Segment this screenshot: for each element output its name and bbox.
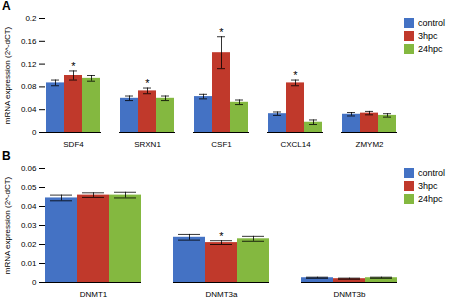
- html-text:control: control: [418, 18, 445, 28]
- svg-text:0.05: 0.05: [21, 183, 37, 192]
- html-text:3hpc: 3hpc: [418, 31, 438, 41]
- svg-text:0.16: 0.16: [21, 37, 37, 46]
- svg-text:0: 0: [32, 278, 37, 287]
- svg-text:DNMT3a: DNMT3a: [205, 290, 238, 299]
- svg-text:mRNA expression (2^-dCT): mRNA expression (2^-dCT): [3, 176, 12, 274]
- html-text:24hpc: 24hpc: [418, 194, 443, 204]
- svg-text:0.08: 0.08: [21, 82, 37, 91]
- svg-text:mRNA expression (2^-dCT): mRNA expression (2^-dCT): [3, 26, 12, 124]
- html-text:3hpc: 3hpc: [418, 181, 438, 191]
- svg-text:*: *: [219, 230, 224, 242]
- html-text:24hpc: 24hpc: [418, 44, 443, 54]
- svg-text:*: *: [293, 69, 298, 81]
- svg-text:SRXN1: SRXN1: [134, 140, 161, 149]
- svg-text:0.2: 0.2: [25, 14, 37, 23]
- svg-text:*: *: [145, 77, 150, 89]
- svg-text:0.01: 0.01: [21, 259, 37, 268]
- html-text:B: B: [2, 149, 11, 163]
- svg-text:DNMT3b: DNMT3b: [333, 290, 366, 299]
- svg-text:0.06: 0.06: [21, 164, 37, 173]
- svg-text:0.04: 0.04: [21, 105, 37, 114]
- svg-text:*: *: [219, 26, 224, 38]
- svg-text:DNMT1: DNMT1: [80, 290, 108, 299]
- svg-text:*: *: [71, 60, 76, 72]
- svg-text:0: 0: [32, 128, 37, 137]
- svg-text:0.12: 0.12: [21, 60, 37, 69]
- svg-text:0.02: 0.02: [21, 240, 37, 249]
- html-text:control: control: [418, 168, 445, 178]
- svg-text:0.04: 0.04: [21, 202, 37, 211]
- svg-text:CSF1: CSF1: [211, 140, 232, 149]
- svg-text:CXCL14: CXCL14: [280, 140, 311, 149]
- svg-text:0.03: 0.03: [21, 221, 37, 230]
- svg-text:SDF4: SDF4: [63, 140, 84, 149]
- svg-text:ZMYM2: ZMYM2: [356, 140, 385, 149]
- html-text:A: A: [2, 0, 11, 13]
